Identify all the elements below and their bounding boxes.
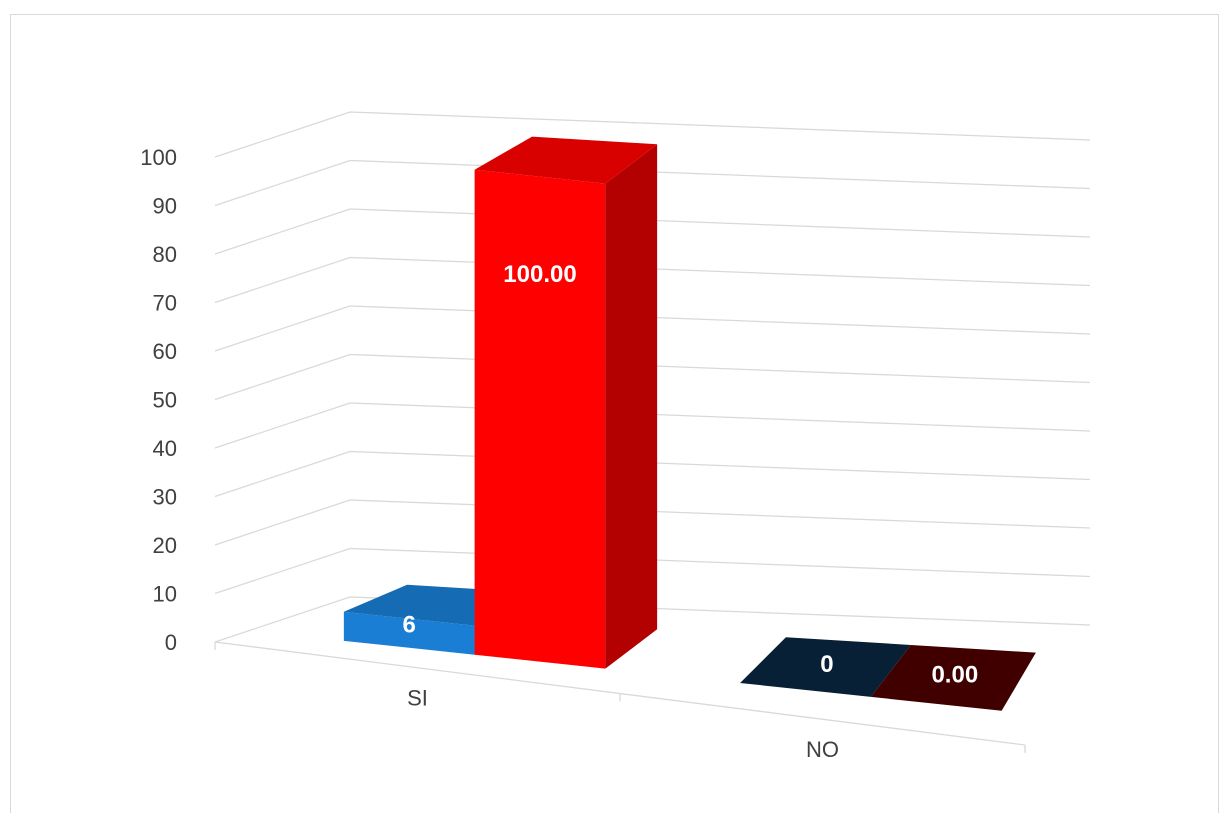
bar bbox=[740, 637, 911, 697]
x-tick-label: SI bbox=[407, 686, 428, 711]
bar-top bbox=[474, 136, 658, 184]
y-tick-label: 80 bbox=[153, 242, 177, 267]
value-label: 100.00 bbox=[503, 261, 576, 288]
y-tick-label: 0 bbox=[165, 630, 177, 655]
grid-line bbox=[214, 402, 1091, 449]
bar bbox=[474, 136, 658, 669]
value-label: 0 bbox=[820, 651, 833, 678]
bar-front bbox=[343, 611, 475, 655]
y-tick-label: 100 bbox=[140, 145, 177, 170]
value-label: 0.00 bbox=[931, 662, 978, 689]
bar-top bbox=[870, 644, 1036, 711]
grid-line bbox=[214, 305, 1091, 352]
y-tick-label: 40 bbox=[153, 436, 177, 461]
grid-line bbox=[214, 547, 1091, 595]
y-tick-label: 90 bbox=[153, 193, 177, 218]
y-tick-label: 50 bbox=[153, 387, 177, 412]
y-tick-label: 30 bbox=[153, 484, 177, 509]
y-tick-label: 10 bbox=[153, 581, 177, 606]
grid-line bbox=[214, 159, 1091, 207]
y-tick-label: 60 bbox=[153, 339, 177, 364]
bar-front bbox=[474, 169, 606, 669]
grid-line bbox=[214, 596, 1091, 643]
bar-side bbox=[605, 144, 658, 669]
bar-top bbox=[740, 637, 911, 697]
y-tick-label: 70 bbox=[153, 290, 177, 315]
x-tick-label: NO bbox=[806, 737, 839, 762]
value-label: 6 bbox=[403, 612, 416, 639]
grid-line bbox=[214, 353, 1091, 401]
grid-line bbox=[214, 499, 1091, 546]
grid-line bbox=[214, 111, 1091, 158]
grid-line bbox=[214, 450, 1091, 498]
grid-line bbox=[214, 208, 1091, 255]
grid-line bbox=[214, 256, 1091, 304]
bar bbox=[870, 644, 1036, 711]
y-tick-label: 20 bbox=[153, 533, 177, 558]
